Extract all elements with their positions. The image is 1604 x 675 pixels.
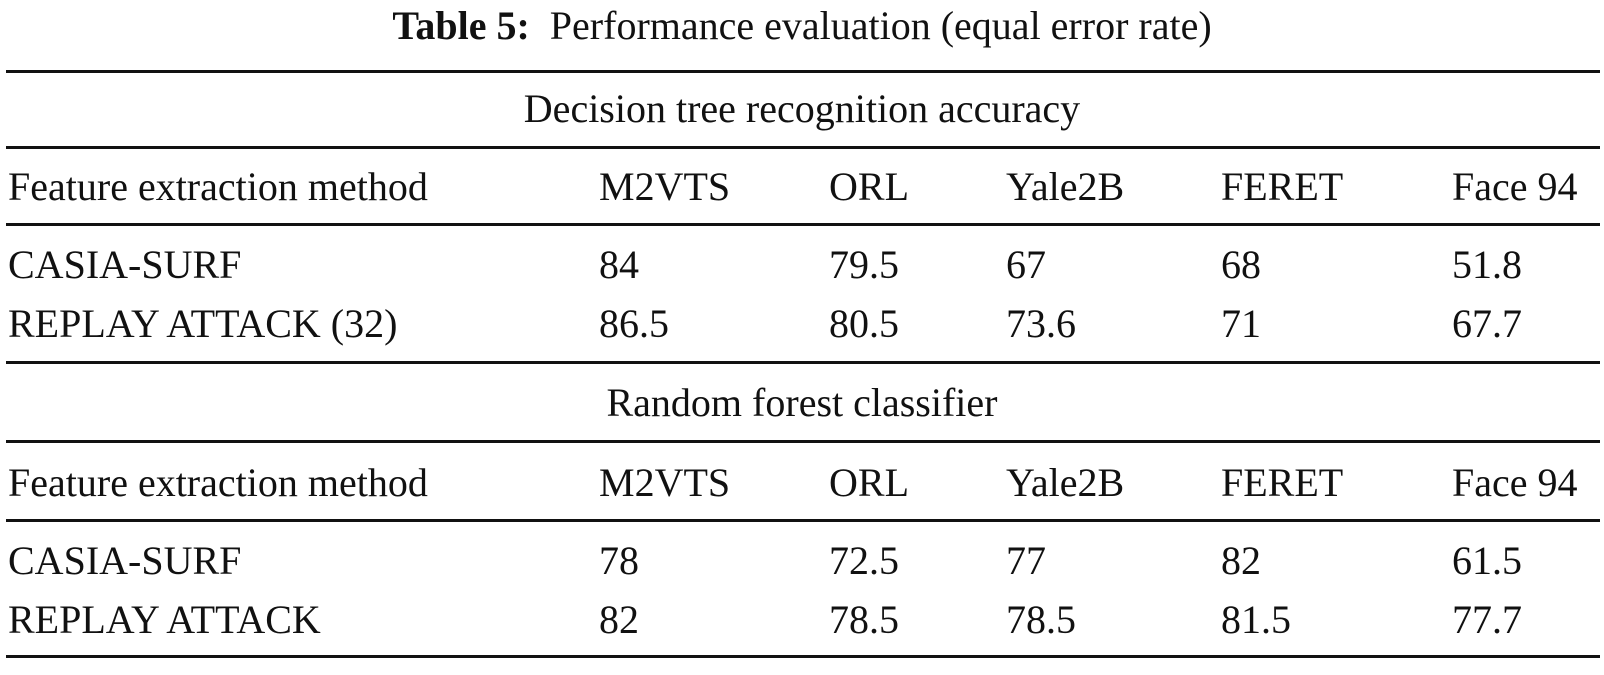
header-yale2b: Yale2B bbox=[1006, 164, 1125, 209]
cell-face94: 77.7 bbox=[1452, 597, 1522, 642]
cell-face94: 61.5 bbox=[1452, 538, 1522, 583]
header-m2vts: M2VTS bbox=[599, 164, 731, 209]
cell-orl: 78.5 bbox=[829, 597, 899, 642]
section-2-header-rule bbox=[6, 519, 1600, 522]
row-method: REPLAY ATTACK bbox=[8, 597, 321, 642]
table-row: CASIA-SURF 78 72.5 77 82 61.5 bbox=[0, 534, 1604, 588]
header-orl: ORL bbox=[829, 460, 909, 505]
cell-orl: 79.5 bbox=[829, 242, 899, 287]
cell-feret: 81.5 bbox=[1221, 597, 1291, 642]
header-method: Feature extraction method bbox=[8, 164, 428, 209]
section-title-random-forest: Random forest classifier bbox=[606, 380, 998, 425]
cell-yale2b: 73.6 bbox=[1006, 301, 1076, 346]
cell-feret: 68 bbox=[1221, 242, 1261, 287]
section-1-title-rule bbox=[6, 146, 1600, 149]
cell-face94: 67.7 bbox=[1452, 301, 1522, 346]
table-bottom-rule bbox=[6, 655, 1600, 658]
cell-face94: 51.8 bbox=[1452, 242, 1522, 287]
header-feret: FERET bbox=[1221, 460, 1344, 505]
section-1-header-rule bbox=[6, 223, 1600, 226]
section-divider-rule bbox=[6, 361, 1600, 364]
header-feret: FERET bbox=[1221, 164, 1344, 209]
row-method: CASIA-SURF bbox=[8, 242, 242, 287]
cell-m2vts: 84 bbox=[599, 242, 639, 287]
table-row: REPLAY ATTACK 82 78.5 78.5 81.5 77.7 bbox=[0, 593, 1604, 647]
cell-yale2b: 78.5 bbox=[1006, 597, 1076, 642]
row-method: REPLAY ATTACK (32) bbox=[8, 301, 398, 346]
cell-yale2b: 67 bbox=[1006, 242, 1046, 287]
row-method: CASIA-SURF bbox=[8, 538, 242, 583]
header-method: Feature extraction method bbox=[8, 460, 428, 505]
header-face94: Face 94 bbox=[1452, 164, 1578, 209]
header-orl: ORL bbox=[829, 164, 909, 209]
cell-feret: 82 bbox=[1221, 538, 1261, 583]
cell-m2vts: 82 bbox=[599, 597, 639, 642]
table-caption-label: Table 5: bbox=[392, 3, 530, 48]
cell-m2vts: 78 bbox=[599, 538, 639, 583]
section-2-title-rule bbox=[6, 440, 1600, 443]
table-caption-text: Performance evaluation (equal error rate… bbox=[549, 3, 1212, 48]
section-1-header-row: Feature extraction method M2VTS ORL Yale… bbox=[0, 160, 1604, 214]
cell-yale2b: 77 bbox=[1006, 538, 1046, 583]
cell-orl: 72.5 bbox=[829, 538, 899, 583]
cell-feret: 71 bbox=[1221, 301, 1261, 346]
cell-m2vts: 86.5 bbox=[599, 301, 669, 346]
table-row: REPLAY ATTACK (32) 86.5 80.5 73.6 71 67.… bbox=[0, 297, 1604, 351]
header-m2vts: M2VTS bbox=[599, 460, 731, 505]
header-yale2b: Yale2B bbox=[1006, 460, 1125, 505]
table-row: CASIA-SURF 84 79.5 67 68 51.8 bbox=[0, 238, 1604, 292]
table-caption: Table 5: Performance evaluation (equal e… bbox=[0, 0, 1604, 60]
section-2-header-row: Feature extraction method M2VTS ORL Yale… bbox=[0, 456, 1604, 510]
header-face94: Face 94 bbox=[1452, 460, 1578, 505]
table-top-rule bbox=[6, 70, 1600, 73]
section-title-decision-tree: Decision tree recognition accuracy bbox=[523, 86, 1081, 131]
cell-orl: 80.5 bbox=[829, 301, 899, 346]
